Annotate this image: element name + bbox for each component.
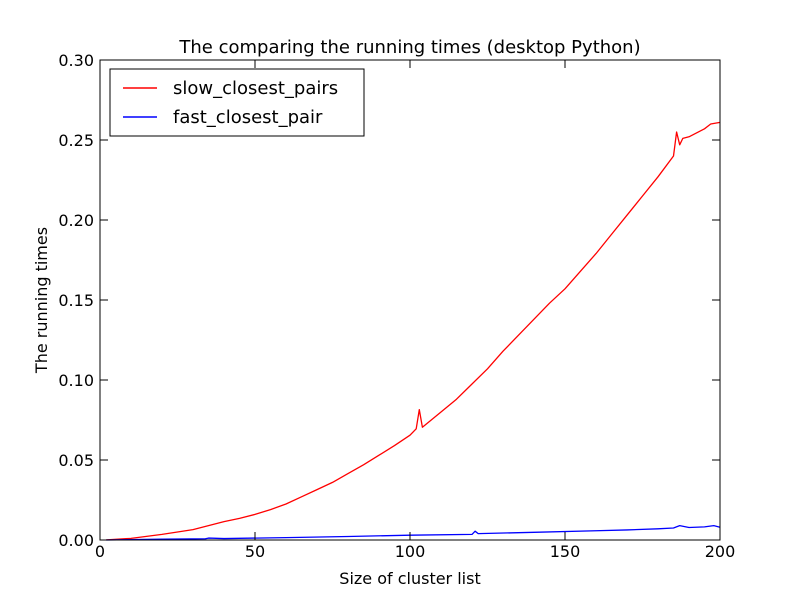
x-axis-label: Size of cluster list bbox=[339, 569, 480, 588]
y-tick-label: 0.25 bbox=[58, 131, 94, 150]
y-tick-label: 0.05 bbox=[58, 451, 94, 470]
legend-label-fast: fast_closest_pair bbox=[173, 107, 323, 128]
x-tick-label: 200 bbox=[705, 542, 736, 561]
series-layer bbox=[106, 121, 721, 541]
x-tick-label: 50 bbox=[245, 542, 265, 561]
axes-frame bbox=[99, 59, 721, 541]
y-tick-label: 0.10 bbox=[58, 371, 94, 390]
y-tick-label: 0.30 bbox=[58, 51, 94, 70]
series-line-fast-closest-pair bbox=[106, 524, 721, 541]
x-tick-label: 100 bbox=[395, 542, 426, 561]
y-tick-labels: 0.00 0.05 0.10 0.15 0.20 0.25 0.30 bbox=[58, 51, 94, 550]
y-tick-label: 0.00 bbox=[58, 531, 94, 550]
x-tick-label: 150 bbox=[550, 542, 581, 561]
legend-box bbox=[109, 68, 365, 137]
y-axis-label: The running times bbox=[32, 227, 51, 374]
series-line-slow-closest-pairs bbox=[106, 121, 721, 541]
legend: slow_closest_pairs fast_closest_pair bbox=[109, 68, 365, 137]
x-tick-label: 0 bbox=[95, 542, 105, 561]
plot-area bbox=[99, 59, 721, 541]
y-tick-label: 0.20 bbox=[58, 211, 94, 230]
chart-title: The comparing the running times (desktop… bbox=[178, 37, 640, 58]
x-tick-labels: 0 50 100 150 200 bbox=[95, 542, 735, 561]
axes-background bbox=[100, 60, 720, 540]
y-tick-label: 0.15 bbox=[58, 291, 94, 310]
legend-label-slow: slow_closest_pairs bbox=[173, 78, 338, 99]
